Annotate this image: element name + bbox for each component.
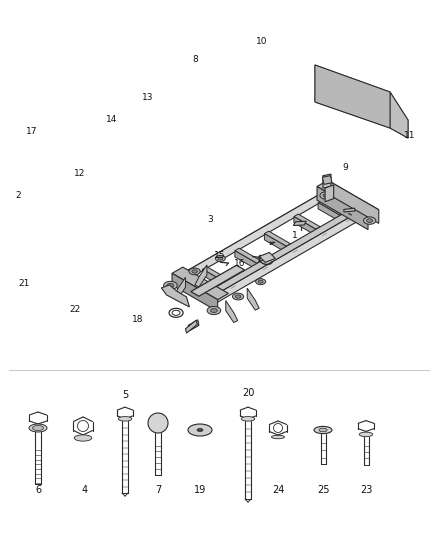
- Polygon shape: [293, 221, 306, 225]
- Polygon shape: [247, 288, 259, 310]
- Polygon shape: [203, 269, 225, 288]
- Text: 20: 20: [242, 388, 254, 398]
- Polygon shape: [185, 320, 197, 333]
- Polygon shape: [322, 176, 332, 184]
- Text: 16: 16: [234, 259, 246, 268]
- Polygon shape: [191, 265, 244, 296]
- Polygon shape: [294, 214, 320, 229]
- Text: 23: 23: [360, 485, 372, 495]
- Text: 6: 6: [35, 485, 41, 495]
- Ellipse shape: [118, 417, 132, 421]
- Ellipse shape: [167, 284, 174, 287]
- Polygon shape: [323, 174, 331, 188]
- Text: 3: 3: [207, 215, 213, 224]
- Ellipse shape: [29, 424, 47, 432]
- Ellipse shape: [233, 293, 244, 300]
- Text: 21: 21: [18, 279, 30, 287]
- Polygon shape: [208, 207, 360, 295]
- Ellipse shape: [359, 432, 373, 437]
- Polygon shape: [325, 185, 334, 201]
- Polygon shape: [226, 301, 238, 322]
- Text: 18: 18: [132, 316, 144, 325]
- Polygon shape: [265, 231, 291, 246]
- Polygon shape: [340, 213, 344, 222]
- Polygon shape: [173, 277, 185, 300]
- Ellipse shape: [320, 192, 332, 199]
- Polygon shape: [390, 92, 408, 138]
- Polygon shape: [317, 180, 379, 216]
- Text: 25: 25: [317, 485, 329, 495]
- Text: 8: 8: [192, 55, 198, 64]
- Text: 9: 9: [342, 164, 348, 173]
- Polygon shape: [195, 265, 207, 287]
- Ellipse shape: [256, 279, 265, 285]
- Ellipse shape: [211, 309, 217, 312]
- Text: 4: 4: [82, 485, 88, 495]
- Text: 5: 5: [122, 390, 128, 400]
- Text: 2: 2: [15, 190, 21, 199]
- Ellipse shape: [207, 306, 221, 314]
- Ellipse shape: [197, 429, 203, 432]
- Text: 1: 1: [292, 230, 298, 239]
- Ellipse shape: [241, 417, 255, 421]
- Polygon shape: [315, 65, 390, 128]
- Polygon shape: [215, 211, 360, 304]
- Text: 10: 10: [256, 37, 268, 46]
- Text: 7: 7: [155, 485, 161, 495]
- Polygon shape: [316, 227, 320, 236]
- Ellipse shape: [319, 428, 327, 432]
- Polygon shape: [259, 253, 276, 262]
- Ellipse shape: [258, 280, 263, 283]
- Polygon shape: [180, 191, 332, 279]
- Ellipse shape: [323, 193, 329, 197]
- Polygon shape: [235, 248, 261, 263]
- Ellipse shape: [189, 268, 200, 275]
- Ellipse shape: [367, 219, 373, 222]
- Polygon shape: [294, 216, 316, 236]
- Ellipse shape: [188, 424, 212, 436]
- Polygon shape: [328, 180, 379, 223]
- Polygon shape: [188, 320, 199, 330]
- Ellipse shape: [215, 255, 225, 261]
- Polygon shape: [180, 191, 325, 284]
- Ellipse shape: [314, 426, 332, 434]
- Text: 15: 15: [214, 251, 226, 260]
- Text: 13: 13: [142, 93, 154, 102]
- Polygon shape: [172, 267, 229, 300]
- Polygon shape: [318, 203, 340, 222]
- Polygon shape: [265, 233, 286, 253]
- Polygon shape: [180, 275, 187, 287]
- Polygon shape: [208, 291, 215, 304]
- Ellipse shape: [74, 435, 92, 441]
- Ellipse shape: [272, 435, 285, 439]
- Text: 24: 24: [272, 485, 284, 495]
- Polygon shape: [317, 187, 368, 230]
- Polygon shape: [235, 251, 257, 270]
- Text: 12: 12: [74, 168, 86, 177]
- Polygon shape: [162, 285, 190, 307]
- Text: 17: 17: [26, 127, 38, 136]
- Ellipse shape: [364, 217, 376, 224]
- Ellipse shape: [235, 295, 241, 298]
- Polygon shape: [203, 267, 229, 282]
- Ellipse shape: [192, 270, 198, 273]
- Ellipse shape: [218, 257, 223, 260]
- Polygon shape: [225, 279, 229, 288]
- Text: 19: 19: [194, 485, 206, 495]
- Ellipse shape: [164, 281, 177, 289]
- Text: 11: 11: [404, 131, 416, 140]
- Polygon shape: [286, 244, 291, 253]
- Polygon shape: [318, 200, 344, 215]
- Polygon shape: [257, 261, 261, 270]
- Text: 22: 22: [69, 305, 81, 314]
- Polygon shape: [172, 273, 218, 311]
- Ellipse shape: [32, 425, 43, 431]
- Polygon shape: [344, 208, 355, 212]
- Text: 14: 14: [106, 116, 118, 125]
- Circle shape: [148, 413, 168, 433]
- Polygon shape: [315, 65, 408, 138]
